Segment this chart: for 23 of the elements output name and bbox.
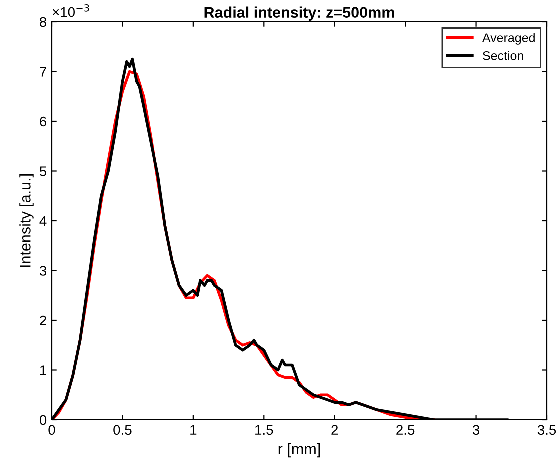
y-tick-label: 7 xyxy=(40,67,46,77)
y-tick-label: 8 xyxy=(40,17,47,28)
y-tick-label: 0 xyxy=(40,415,47,426)
x-tick-label: 1 xyxy=(190,425,197,435)
x-tick-label: 1.5 xyxy=(256,425,274,436)
chart-title: Radial intensity: z=500mm xyxy=(204,6,394,22)
legend-label: Section xyxy=(483,51,524,60)
x-tick-label: 0.5 xyxy=(114,425,132,436)
y-axis-title: Intensity [a.u.] xyxy=(20,174,34,268)
y-tick-label: 3 xyxy=(40,266,47,276)
y-tick-label: 4 xyxy=(40,216,47,226)
x-tick-label: 3 xyxy=(472,425,480,436)
legend-label: Averaged xyxy=(482,33,535,45)
x-axis-title: r [mm] xyxy=(278,443,320,458)
y-tick-label: 6 xyxy=(40,116,47,127)
x-tick-label: 0 xyxy=(48,425,56,436)
y-tick-label: 1 xyxy=(40,366,46,376)
text: ×10$^{−3}$ xyxy=(52,4,90,18)
y-tick-label: 5 xyxy=(40,166,47,176)
y-tick-label: 2 xyxy=(40,316,46,326)
x-tick-label: 2 xyxy=(332,425,338,435)
x-tick-label: 2.5 xyxy=(396,425,415,436)
x-tick-label: 3.5 xyxy=(538,425,556,436)
